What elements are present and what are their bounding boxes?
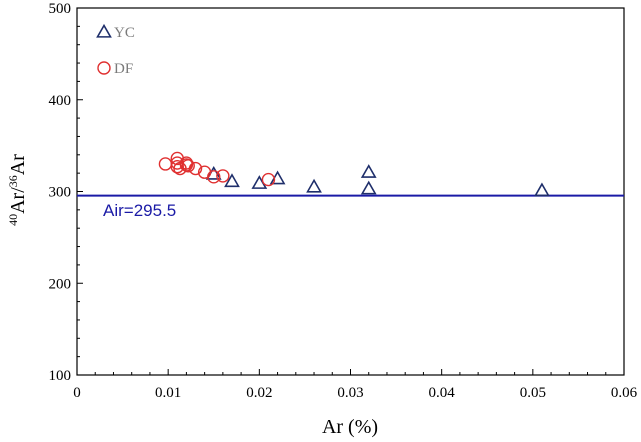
point-yc xyxy=(224,173,240,188)
point-df xyxy=(158,157,173,171)
point-yc xyxy=(306,178,322,193)
plot-frame xyxy=(76,7,625,376)
legend-label: DF xyxy=(114,61,133,77)
legend-marker-circle xyxy=(97,61,111,75)
legend-item-df: DF xyxy=(97,61,133,77)
y-axis-label-main2: Ar xyxy=(7,154,29,175)
point-df xyxy=(216,169,230,183)
y-axis-label: 40Ar/36Ar xyxy=(6,154,29,226)
point-df xyxy=(181,159,195,173)
y-tick-label: 500 xyxy=(49,1,72,17)
legend-marker-triangle xyxy=(96,23,112,38)
point-yc xyxy=(360,164,377,178)
x-tick-label: 0.03 xyxy=(337,385,363,401)
x-tick-label: 0.06 xyxy=(611,385,638,401)
point-df xyxy=(261,172,276,187)
y-tick-labels: 100 200 300 400 500 xyxy=(49,1,72,384)
air-reference-label: Air=295.5 xyxy=(103,201,176,220)
point-yc xyxy=(360,180,377,195)
legend-label: YC xyxy=(114,25,135,41)
x-tick-label: 0 xyxy=(73,385,81,401)
y-tick-label: 300 xyxy=(49,185,72,201)
x-tick-label: 0.04 xyxy=(429,385,456,401)
series-df xyxy=(158,151,276,187)
y-axis-label-sup1: 40 xyxy=(6,214,20,226)
x-axis-label: Ar (%) xyxy=(322,416,378,438)
point-yc xyxy=(269,170,286,185)
point-df xyxy=(207,170,221,184)
x-tick-label: 0.02 xyxy=(246,385,272,401)
y-tick-label: 200 xyxy=(49,276,72,292)
x-tick-label: 0.05 xyxy=(520,385,546,401)
legend: YC DF xyxy=(96,23,135,77)
data-points xyxy=(158,151,550,197)
point-df xyxy=(170,160,184,174)
y-tick-label: 400 xyxy=(49,93,72,109)
y-axis-label-sup2: 36 xyxy=(6,175,20,187)
x-tick-labels: 0 0.01 0.02 0.03 0.04 0.05 0.06 xyxy=(73,385,637,401)
tick-marks xyxy=(76,7,625,376)
legend-item-yc: YC xyxy=(96,23,135,41)
x-tick-label: 0.01 xyxy=(155,385,181,401)
series-yc xyxy=(205,164,550,197)
point-yc xyxy=(534,182,550,197)
y-axis-label-main1: Ar/ xyxy=(7,187,29,214)
point-df xyxy=(188,161,203,176)
y-tick-label: 100 xyxy=(49,368,72,384)
